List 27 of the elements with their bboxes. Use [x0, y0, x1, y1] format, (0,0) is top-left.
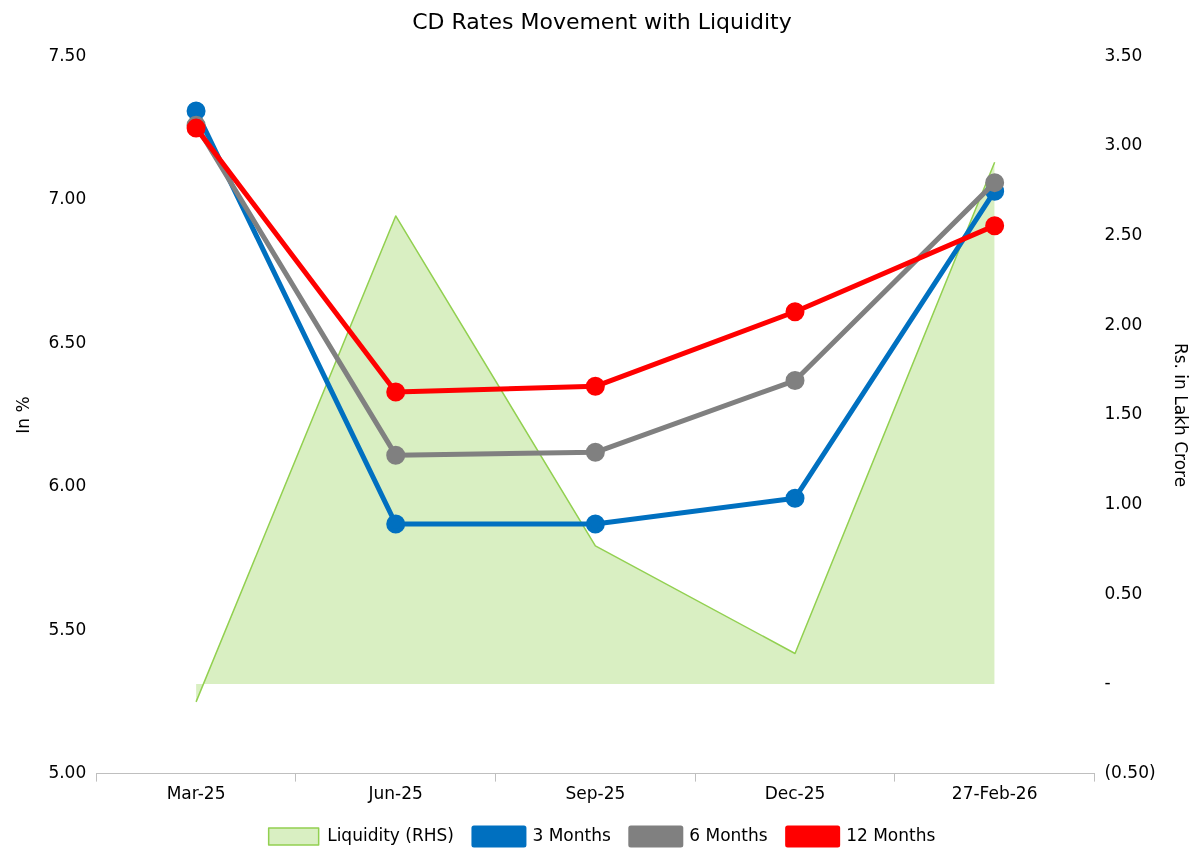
legend-label: 3 Months: [532, 824, 611, 845]
y2-tick-label: -: [1104, 672, 1111, 693]
y2-tick-label: 3.00: [1104, 134, 1143, 155]
y2-tick-label: 1.00: [1104, 493, 1143, 514]
y2-tick-label: 2.00: [1104, 313, 1143, 334]
x-tick-label: 27-Feb-26: [951, 783, 1038, 804]
y2-tick-label: 0.50: [1104, 582, 1143, 603]
legend-label: 6 Months: [689, 824, 768, 845]
y-tick-label: 6.00: [48, 475, 87, 496]
legend-label: 12 Months: [846, 824, 936, 845]
y-tick-label: 5.50: [48, 618, 87, 639]
y-tick-label: 7.50: [48, 44, 87, 65]
chart-title: CD Rates Movement with Liquidity: [412, 8, 792, 34]
x-tick-label: Mar-25: [166, 783, 226, 804]
x-tick-label: Dec-25: [764, 783, 826, 804]
y2-tick-label: 1.50: [1104, 403, 1143, 424]
y-tick-label: 6.50: [48, 331, 87, 352]
x-tick-label: Sep-25: [565, 783, 626, 804]
x-tick-label: Jun-25: [367, 783, 423, 804]
legend-label: Liquidity (RHS): [327, 824, 454, 845]
y2-tick-label: (0.50): [1104, 762, 1156, 783]
y-axis-title: In %: [12, 396, 33, 434]
y-tick-label: 7.00: [48, 188, 87, 209]
y2-tick-label: 3.50: [1104, 44, 1143, 65]
y-tick-label: 5.00: [48, 762, 87, 783]
y2-axis-title: Rs. in Lakh Crore: [1171, 342, 1192, 488]
y2-tick-label: 2.50: [1104, 224, 1143, 245]
